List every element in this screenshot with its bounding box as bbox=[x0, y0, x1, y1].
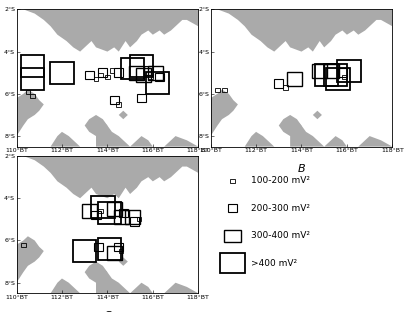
Bar bbox=[114, 243, 123, 251]
Bar bbox=[121, 57, 144, 80]
Bar bbox=[220, 253, 245, 273]
Bar bbox=[21, 68, 44, 90]
Bar bbox=[312, 64, 327, 78]
Polygon shape bbox=[358, 136, 392, 147]
Bar bbox=[323, 64, 339, 78]
Bar bbox=[148, 75, 153, 79]
Bar bbox=[274, 79, 283, 87]
Text: >400 mV²: >400 mV² bbox=[251, 259, 297, 268]
Bar bbox=[85, 71, 94, 79]
Bar bbox=[50, 62, 74, 84]
Polygon shape bbox=[211, 90, 324, 147]
Bar bbox=[98, 73, 103, 77]
Polygon shape bbox=[130, 136, 153, 147]
Bar bbox=[222, 87, 227, 92]
Bar bbox=[114, 69, 123, 77]
Bar bbox=[98, 238, 121, 260]
Bar bbox=[94, 77, 98, 81]
Bar bbox=[109, 69, 114, 73]
Bar bbox=[228, 204, 237, 212]
Polygon shape bbox=[119, 111, 128, 119]
Bar bbox=[230, 179, 235, 183]
Bar bbox=[21, 243, 26, 247]
Polygon shape bbox=[96, 268, 107, 279]
Polygon shape bbox=[17, 156, 198, 198]
Bar bbox=[109, 96, 119, 105]
Bar bbox=[147, 66, 163, 80]
Bar bbox=[145, 72, 169, 94]
Bar bbox=[144, 66, 153, 75]
Polygon shape bbox=[96, 121, 107, 132]
Bar bbox=[137, 217, 142, 222]
Bar bbox=[119, 249, 123, 253]
Bar bbox=[91, 211, 101, 219]
Polygon shape bbox=[313, 111, 322, 119]
Bar bbox=[107, 246, 122, 260]
Bar bbox=[130, 56, 153, 77]
Bar bbox=[337, 60, 361, 82]
Bar bbox=[105, 75, 110, 79]
Bar bbox=[107, 202, 122, 216]
Text: 200-300 mV²: 200-300 mV² bbox=[251, 204, 310, 213]
Polygon shape bbox=[324, 136, 347, 147]
Bar bbox=[130, 217, 139, 226]
Polygon shape bbox=[211, 9, 392, 51]
Text: A: A bbox=[104, 164, 111, 174]
Bar bbox=[82, 204, 97, 218]
Bar bbox=[98, 202, 121, 224]
Bar bbox=[98, 69, 107, 77]
Bar bbox=[215, 87, 220, 92]
Bar bbox=[315, 64, 338, 86]
Polygon shape bbox=[290, 121, 301, 132]
Polygon shape bbox=[130, 283, 153, 293]
Text: 100-200 mV²: 100-200 mV² bbox=[251, 176, 310, 185]
Bar bbox=[338, 69, 347, 77]
Bar bbox=[129, 66, 145, 80]
Bar bbox=[155, 73, 164, 81]
Bar bbox=[283, 85, 288, 90]
Polygon shape bbox=[17, 236, 130, 293]
Bar bbox=[116, 102, 121, 106]
Bar bbox=[137, 94, 146, 102]
Bar bbox=[326, 68, 350, 90]
Bar bbox=[342, 75, 347, 79]
Bar bbox=[136, 68, 151, 82]
Bar bbox=[94, 243, 103, 251]
Bar bbox=[287, 72, 302, 86]
Polygon shape bbox=[17, 90, 130, 147]
Polygon shape bbox=[164, 283, 198, 293]
Bar bbox=[114, 210, 128, 224]
Bar bbox=[26, 90, 30, 94]
Bar bbox=[30, 94, 35, 98]
Text: B: B bbox=[298, 164, 305, 174]
Bar bbox=[98, 209, 103, 213]
Polygon shape bbox=[164, 136, 198, 147]
Bar bbox=[21, 56, 44, 77]
Text: 300-400 mV²: 300-400 mV² bbox=[251, 231, 310, 240]
Bar bbox=[119, 209, 128, 217]
Bar bbox=[125, 210, 140, 224]
Polygon shape bbox=[17, 9, 198, 51]
Text: C: C bbox=[104, 311, 111, 312]
Bar bbox=[73, 240, 97, 262]
Polygon shape bbox=[119, 257, 128, 266]
Bar bbox=[324, 64, 347, 86]
Bar bbox=[224, 230, 240, 242]
Bar bbox=[91, 196, 115, 218]
